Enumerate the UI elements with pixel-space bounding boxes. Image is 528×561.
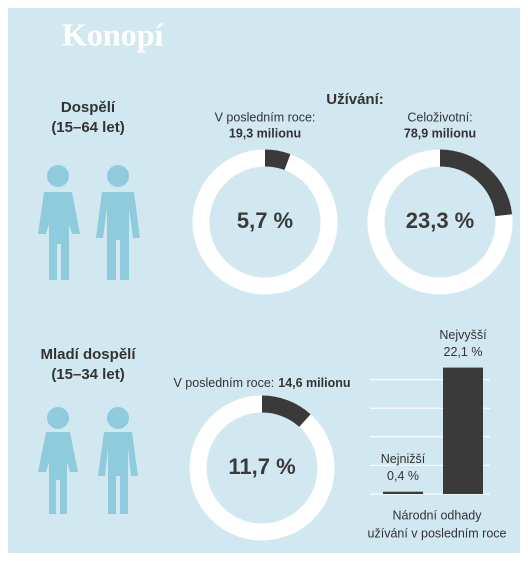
title: Konopí (62, 16, 164, 52)
donut-label: V posledním roce: (215, 110, 316, 124)
donut-sublabel: 78,9 milionu (404, 126, 476, 140)
group-age: (15–34 let) (51, 366, 124, 383)
donut-slice (265, 149, 291, 171)
donut-value: 23,3 % (406, 208, 475, 233)
donut-value: 11,7 % (228, 454, 295, 479)
donut-sublabel: 19,3 milionu (229, 126, 301, 140)
donut-slice (262, 395, 311, 427)
bar (443, 367, 483, 494)
donut-label: Celoživotní: (407, 110, 472, 124)
usage-label: Užívání: (326, 91, 384, 108)
group-name: Mladí dospělí (40, 346, 136, 363)
donut-value: 5,7 % (237, 208, 293, 233)
bar-value-label: 22,1 % (444, 345, 483, 359)
bar-caption: Národní odhady (393, 508, 483, 522)
donut-label: V posledním roce: 14,6 milionu (174, 376, 351, 390)
bar-caption: užívání v posledním roce (368, 526, 507, 540)
bar-value-label: 0,4 % (387, 469, 419, 483)
group-name: Dospělí (61, 99, 116, 116)
bar-category: Nejvyšší (439, 328, 487, 342)
label-text: V posledním roce: (174, 376, 275, 390)
young-icons (38, 407, 138, 514)
group-age: (15–64 let) (51, 119, 124, 136)
bar-category: Nejnižší (381, 452, 426, 466)
adult-icons (38, 165, 140, 280)
donut-slice (440, 149, 513, 217)
label-value: 14,6 milionu (278, 376, 350, 390)
bar (383, 491, 423, 494)
